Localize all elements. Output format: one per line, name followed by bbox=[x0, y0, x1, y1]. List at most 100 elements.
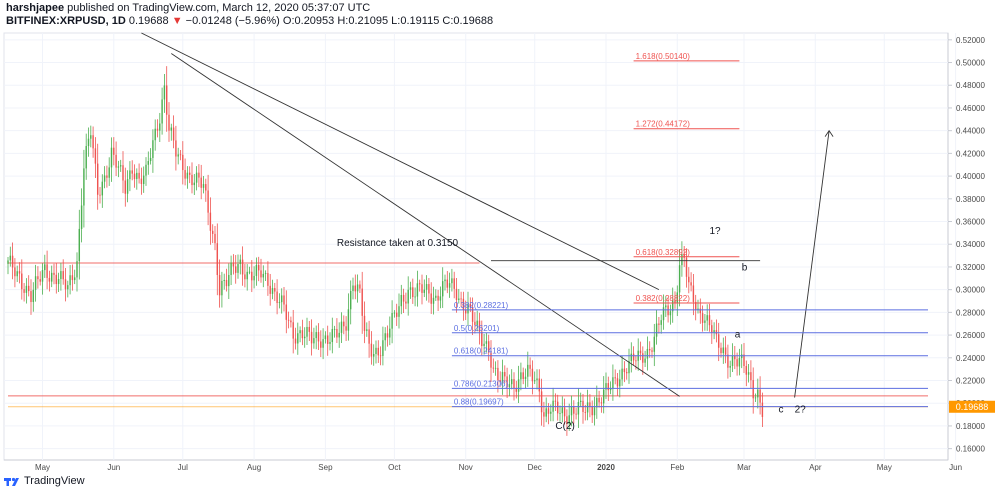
candle-body bbox=[251, 271, 253, 281]
low-value: 0.19115 bbox=[400, 15, 440, 27]
candle-body bbox=[476, 320, 478, 325]
candle-body bbox=[34, 276, 37, 290]
candle-body bbox=[386, 333, 389, 338]
candle-body bbox=[188, 172, 191, 175]
candle-body bbox=[658, 323, 660, 325]
candle-body bbox=[53, 272, 55, 275]
publish-line: harshjapee published on TradingView.com,… bbox=[6, 2, 370, 14]
candle-body bbox=[67, 285, 69, 290]
y-tick-label: 0.44000 bbox=[956, 127, 985, 136]
candle-body bbox=[455, 288, 458, 300]
candle-body bbox=[685, 257, 688, 277]
candle-body bbox=[278, 302, 281, 304]
candle-body bbox=[340, 321, 343, 333]
candle-body bbox=[202, 184, 205, 188]
candle-body bbox=[18, 271, 21, 274]
y-tick-label: 0.36000 bbox=[956, 218, 985, 227]
candle-body bbox=[326, 335, 329, 344]
candle-body bbox=[294, 338, 297, 344]
candle-body bbox=[451, 278, 453, 284]
candle-body bbox=[149, 157, 152, 162]
candle-body bbox=[80, 205, 83, 229]
candle-body bbox=[207, 190, 209, 213]
candle-body bbox=[343, 321, 345, 327]
candle-body bbox=[462, 298, 465, 310]
candle-body bbox=[7, 260, 9, 264]
candle-body bbox=[64, 279, 67, 290]
y-tick-label: 0.30000 bbox=[956, 286, 985, 295]
candle-body bbox=[115, 154, 117, 168]
footer[interactable]: TradingView bbox=[4, 473, 85, 489]
candle-body bbox=[642, 353, 644, 363]
candle-body bbox=[228, 274, 230, 287]
candle-body bbox=[432, 297, 435, 304]
candle-body bbox=[720, 347, 722, 354]
candle-body bbox=[416, 283, 419, 297]
candle-body bbox=[257, 265, 260, 271]
candle-body bbox=[368, 329, 370, 344]
candle-body bbox=[706, 315, 708, 321]
y-tick-label: 0.28000 bbox=[956, 308, 985, 317]
candle-body bbox=[616, 378, 619, 387]
candle-body bbox=[274, 288, 276, 292]
candle-body bbox=[506, 376, 508, 387]
candle-body bbox=[754, 397, 757, 399]
candle-body bbox=[333, 328, 336, 330]
candle-body bbox=[497, 367, 499, 381]
candle-body bbox=[225, 279, 228, 287]
candle-body bbox=[483, 343, 485, 347]
candle-body bbox=[593, 407, 596, 416]
candle-body bbox=[110, 147, 113, 168]
y-tick-label: 0.42000 bbox=[956, 149, 985, 158]
y-tick-label: 0.32000 bbox=[956, 263, 985, 272]
symbol[interactable]: BITFINEX:XRPUSD, 1D bbox=[6, 15, 126, 27]
candle-body bbox=[389, 328, 391, 338]
wave-b-label: b bbox=[742, 262, 748, 273]
candle-body bbox=[471, 307, 474, 322]
candle-body bbox=[547, 408, 550, 414]
candle-body bbox=[356, 284, 359, 292]
candle-body bbox=[614, 377, 616, 379]
y-tick-label: 0.48000 bbox=[956, 81, 985, 90]
candle-body bbox=[264, 273, 267, 274]
candle-body bbox=[372, 354, 375, 357]
candle-body bbox=[161, 99, 163, 124]
candle-body bbox=[671, 300, 674, 312]
candle-body bbox=[320, 341, 322, 348]
author[interactable]: harshjapee bbox=[6, 2, 65, 14]
candle-body bbox=[474, 321, 476, 325]
candle-body bbox=[674, 300, 676, 304]
candle-body bbox=[651, 350, 653, 352]
candle-body bbox=[122, 165, 124, 181]
candle-body bbox=[554, 400, 557, 402]
candle-body bbox=[152, 140, 154, 158]
candle-body bbox=[172, 127, 175, 141]
open-value: 0.20953 bbox=[294, 15, 335, 27]
candle-body bbox=[297, 333, 299, 344]
candle-body bbox=[117, 166, 120, 168]
candle-body bbox=[230, 262, 232, 275]
candle-body bbox=[25, 285, 28, 293]
candle-body bbox=[124, 180, 127, 194]
candle-body bbox=[182, 154, 184, 171]
candle-body bbox=[133, 173, 136, 180]
annotations: Resistance taken at 0.3150 1? b a c 2? C(2) bbox=[337, 226, 806, 432]
candle-body bbox=[508, 384, 511, 387]
candle-body bbox=[536, 378, 538, 381]
fib-label: 0.88(0.19697) bbox=[454, 398, 504, 407]
high-label: H: bbox=[337, 15, 349, 27]
candle-body bbox=[248, 271, 251, 273]
change: −0.01248 (−5.96%) bbox=[185, 15, 280, 27]
candle-body bbox=[623, 368, 626, 373]
candle-body bbox=[490, 352, 492, 368]
candle-body bbox=[598, 397, 600, 403]
candle-body bbox=[27, 285, 30, 292]
candle-body bbox=[37, 276, 39, 280]
x-tick-label: May bbox=[877, 463, 892, 472]
candle-body bbox=[260, 270, 262, 278]
candle-body bbox=[600, 402, 603, 404]
candle-body bbox=[589, 402, 591, 407]
candle-body bbox=[441, 281, 444, 297]
candle-body bbox=[501, 372, 504, 383]
